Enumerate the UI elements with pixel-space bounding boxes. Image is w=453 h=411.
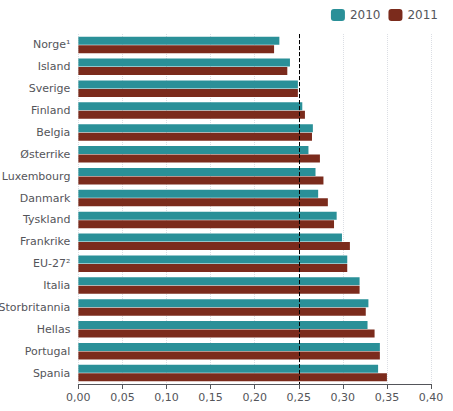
- svg-text:0,00: 0,00: [66, 391, 91, 404]
- svg-text:Spania: Spania: [33, 367, 70, 380]
- svg-text:2010: 2010: [350, 8, 381, 22]
- svg-text:Østerrike: Østerrike: [20, 148, 70, 161]
- svg-text:Frankrike: Frankrike: [20, 235, 71, 248]
- svg-text:Norge¹: Norge¹: [33, 38, 70, 51]
- svg-text:Storbritannia: Storbritannia: [0, 301, 70, 314]
- svg-text:Sverige: Sverige: [29, 82, 71, 95]
- svg-text:Finland: Finland: [31, 104, 70, 117]
- svg-text:Island: Island: [38, 60, 71, 73]
- svg-text:0,40: 0,40: [419, 391, 444, 404]
- svg-text:Tyskland: Tyskland: [22, 213, 70, 226]
- svg-text:Belgia: Belgia: [36, 126, 70, 139]
- svg-text:2011: 2011: [407, 8, 438, 22]
- svg-text:0,25: 0,25: [287, 391, 312, 404]
- svg-text:0,10: 0,10: [154, 391, 179, 404]
- svg-text:0,20: 0,20: [242, 391, 267, 404]
- svg-text:0,05: 0,05: [110, 391, 135, 404]
- svg-text:EU-27²: EU-27²: [33, 257, 70, 270]
- svg-text:Hellas: Hellas: [37, 323, 71, 336]
- svg-text:Italia: Italia: [43, 279, 70, 292]
- svg-text:Luxembourg: Luxembourg: [2, 170, 71, 183]
- svg-text:Danmark: Danmark: [20, 192, 71, 205]
- svg-text:Portugal: Portugal: [25, 345, 71, 358]
- svg-text:0,15: 0,15: [198, 391, 223, 404]
- svg-text:0,35: 0,35: [375, 391, 400, 404]
- svg-text:0,30: 0,30: [331, 391, 356, 404]
